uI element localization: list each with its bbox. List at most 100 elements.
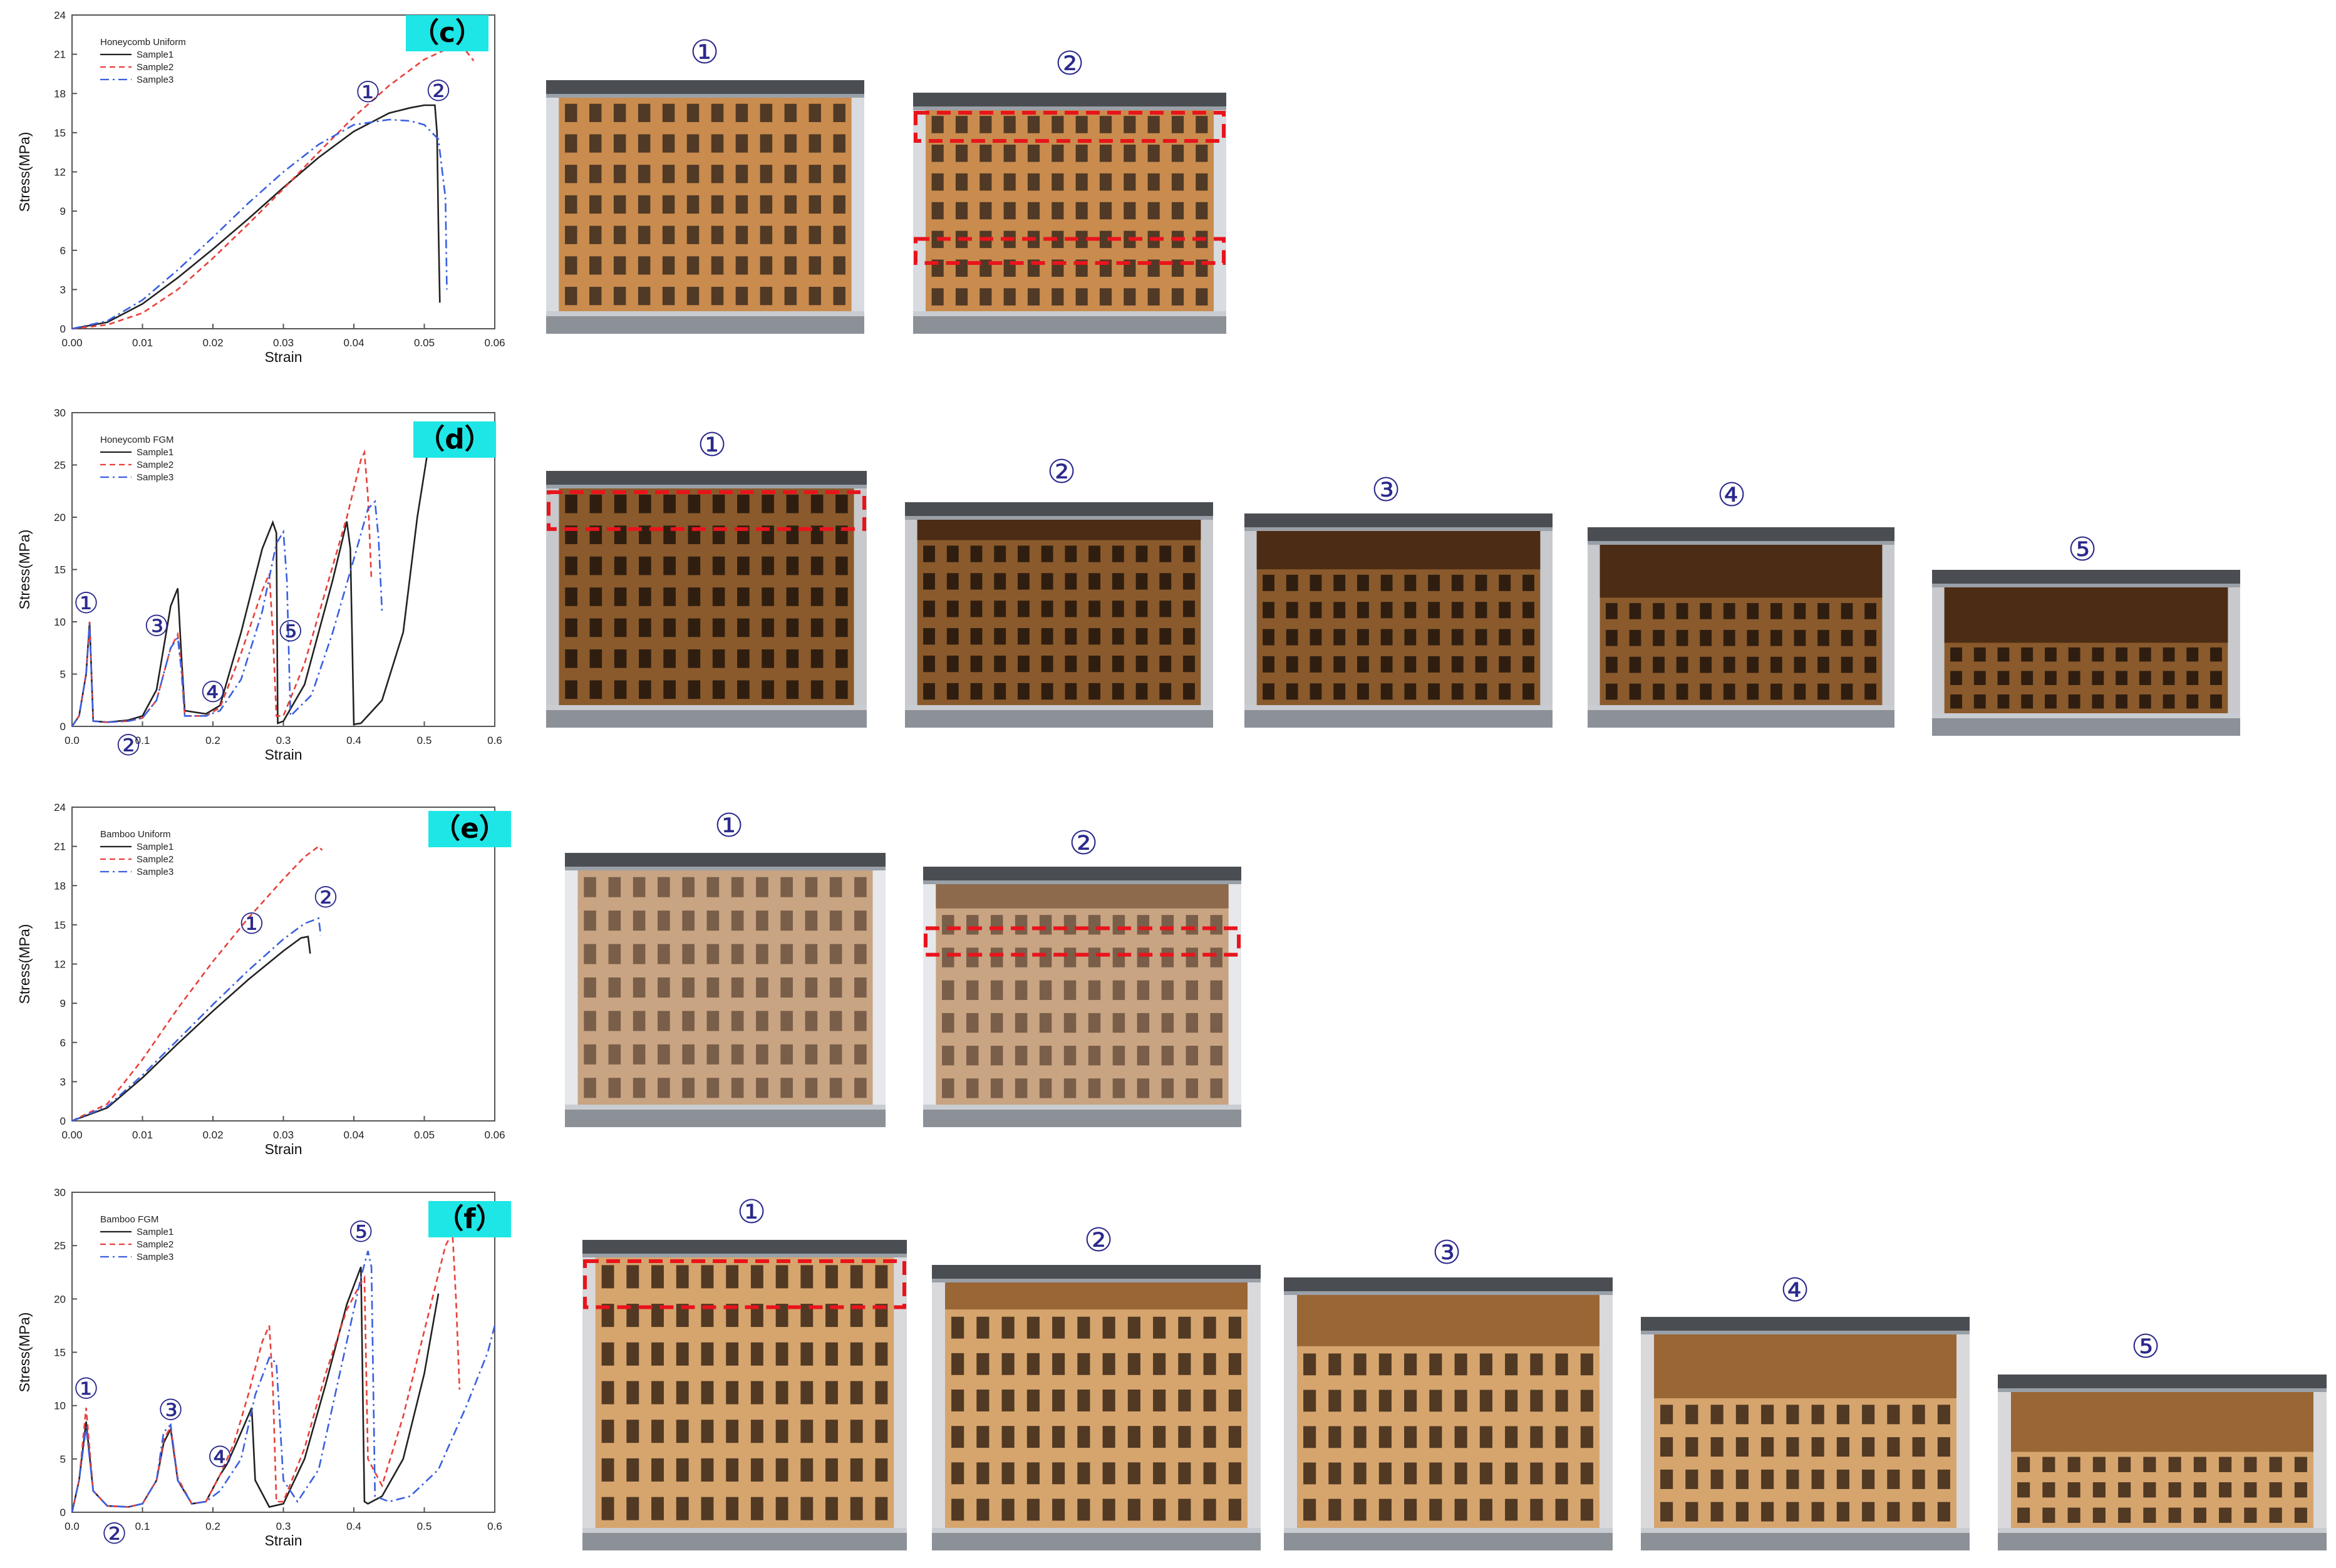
lattice-cell: [1428, 683, 1440, 700]
lattice-cell: [1026, 1316, 1040, 1339]
lattice-cell: [662, 103, 675, 122]
lattice-cell: [951, 1498, 964, 1521]
lattice-cell: [1937, 1469, 1950, 1489]
damage-highlight-box: [914, 237, 1226, 265]
bottom-platen-edge: [1998, 1528, 2327, 1533]
lattice-cell: [1063, 915, 1077, 935]
lattice-cell: [1052, 1316, 1065, 1339]
lattice-cell: [1530, 1353, 1543, 1376]
lattice-cell: [682, 977, 695, 998]
lattice-cell: [712, 618, 725, 637]
series-line-sample2: [71, 449, 373, 727]
lattice-cell: [955, 173, 968, 191]
lattice-cell: [966, 1013, 979, 1033]
lattice-cell: [1700, 629, 1712, 646]
lattice-cell: [955, 116, 968, 133]
panel-c: 0.00 0.01 0.02 0.03 0.04 0.05 0.06 0 3 6 9 12 15 18 21…: [0, 6, 545, 376]
lattice-cell: [614, 556, 627, 575]
lattice-cell: [613, 287, 626, 306]
lattice-cell: [688, 618, 701, 637]
lattice-cell: [1380, 602, 1393, 619]
lattice-cell: [833, 225, 845, 244]
lattice-cell: [1228, 1353, 1241, 1375]
x-tick-label: 0.0: [65, 735, 80, 746]
y-tick-label: 10: [54, 1400, 66, 1412]
x-tick-label: 0.4: [346, 1520, 361, 1532]
lattice-cell: [686, 256, 700, 275]
lattice-cell: [1183, 655, 1195, 673]
lattice-cell: [833, 103, 845, 122]
lattice-cell: [584, 1044, 596, 1065]
specimen-body: [577, 870, 873, 1105]
specimen-photo-e-1: [565, 853, 886, 1127]
lattice-cell: [737, 618, 750, 637]
lattice-cell: [931, 145, 944, 162]
lattice-cell: [2118, 1457, 2131, 1472]
lattice-cell: [1333, 683, 1346, 700]
lattice-cell: [589, 103, 602, 122]
lattice-cell: [731, 1044, 744, 1065]
lattice-cell: [1973, 694, 1986, 709]
lattice-cell: [1127, 1353, 1140, 1375]
lattice-cell: [1099, 145, 1112, 162]
lattice-cell: [1063, 1078, 1077, 1098]
lattice-cell: [1817, 629, 1829, 646]
lattice-cell: [2168, 1457, 2181, 1472]
lattice-cell: [1357, 656, 1369, 673]
lattice-cell: [1328, 1426, 1341, 1448]
lattice-cell: [1041, 573, 1053, 590]
x-tick-label: 0.02: [202, 337, 223, 349]
lattice-cell: [688, 649, 701, 668]
x-tick-label: 0.2: [205, 735, 220, 746]
lattice-cell: [731, 944, 744, 964]
lattice-cell: [1135, 683, 1148, 700]
lattice-cell: [663, 618, 676, 637]
legend-entry: Sample1: [137, 1227, 173, 1237]
lattice-cell: [1041, 655, 1053, 673]
y-tick-label: 0: [60, 1507, 66, 1519]
bottom-platen-edge: [1641, 1528, 1970, 1533]
lattice-cell: [1135, 628, 1148, 645]
lattice-cell: [663, 556, 676, 575]
lattice-cell: [805, 1011, 818, 1031]
lattice-cell: [805, 1044, 818, 1065]
photo-label-d-1: ①: [697, 426, 727, 464]
lattice-cell: [1660, 1405, 1673, 1425]
lattice-cell: [1378, 1390, 1392, 1412]
lattice-cell: [682, 877, 695, 897]
lattice-cell: [1203, 1426, 1216, 1448]
lattice-cell: [1710, 1469, 1724, 1489]
lattice-cell: [2186, 671, 2199, 685]
photo-label-f-5: ⑤: [2131, 1328, 2161, 1366]
lattice-cell: [1088, 683, 1101, 700]
bottom-platen-edge: [913, 311, 1226, 316]
lattice-cell: [833, 165, 845, 183]
lattice-cell: [2068, 671, 2080, 685]
lattice-cell: [970, 545, 983, 562]
lattice-cell: [1522, 629, 1534, 646]
lattice-cell: [994, 573, 1006, 590]
lattice-cell: [1685, 1469, 1698, 1489]
lattice-cell: [639, 680, 651, 699]
lattice-cell: [608, 977, 621, 998]
lattice-cell: [825, 1381, 838, 1405]
lattice-cell: [1811, 1469, 1824, 1489]
lattice-cell: [712, 494, 725, 513]
lattice-cell: [737, 680, 750, 699]
lattice-cell: [662, 256, 675, 275]
lattice-cell: [1864, 683, 1877, 700]
step-marker: ①: [355, 76, 381, 108]
lattice-cell: [1328, 1353, 1341, 1376]
lattice-cell: [638, 287, 651, 306]
lattice-cell: [735, 225, 748, 244]
lattice-cell: [1710, 1437, 1724, 1457]
lattice-cell: [608, 1011, 621, 1031]
x-tick-label: 0.5: [417, 1520, 432, 1532]
lattice-cell: [706, 1011, 720, 1031]
lattice-cell: [1039, 1078, 1052, 1098]
y-tick-label: 0: [60, 721, 66, 733]
specimen-photo-f-1: [582, 1240, 907, 1550]
panel-e: 0.00 0.01 0.02 0.03 0.04 0.05 0.06 0 3 6 9 12 15 18 21…: [0, 798, 545, 1168]
lattice-cell: [1102, 1390, 1115, 1411]
lattice-cell: [1065, 545, 1077, 562]
